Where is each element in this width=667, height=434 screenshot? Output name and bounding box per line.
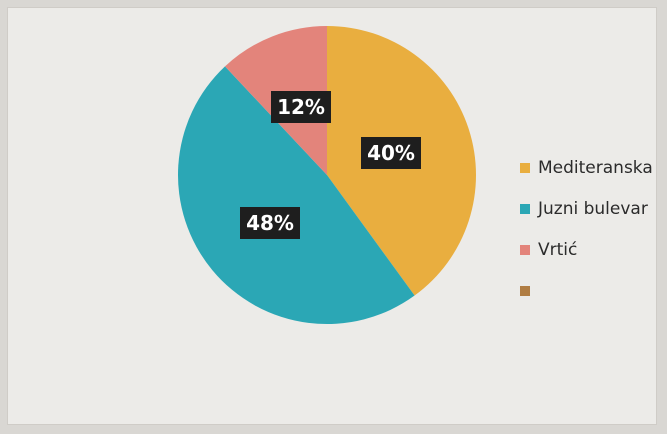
legend-label-juzni-bulevar: Juzni bulevar [538,199,648,219]
data-label-vrti: 12% [271,91,331,123]
legend-item-empty [520,281,653,301]
legend-swatch-empty [520,286,530,296]
chart-frame: 40% 48% 12% Mediteranska Juzni bulevar Vrt… [7,7,657,425]
legend-item-vrtic: Vrtić [520,240,653,260]
data-label-jhuzni-bulevar: 48% [240,207,300,239]
pie-chart: 40% 48% 12% [178,26,476,325]
data-label-text-mediteranska: 40% [367,141,415,165]
legend-swatch-mediteranska [520,163,530,173]
legend-item-mediteranska: Mediteranska [520,158,653,178]
legend: Mediteranska Juzni bulevar Vrtić [520,158,653,322]
pie-slice-jhuzni-bulevar [178,66,415,325]
data-label-text-jhuzni-bulevar: 48% [246,211,294,235]
legend-item-juzni-bulevar: Juzni bulevar [520,199,653,219]
legend-label-vrtic: Vrtić [538,240,578,260]
legend-swatch-vrtic [520,245,530,255]
data-label-text-vrti: 12% [277,95,325,119]
legend-label-mediteranska: Mediteranska [538,158,653,178]
legend-swatch-juzni-bulevar [520,204,530,214]
data-label-mediteranska: 40% [361,137,421,169]
